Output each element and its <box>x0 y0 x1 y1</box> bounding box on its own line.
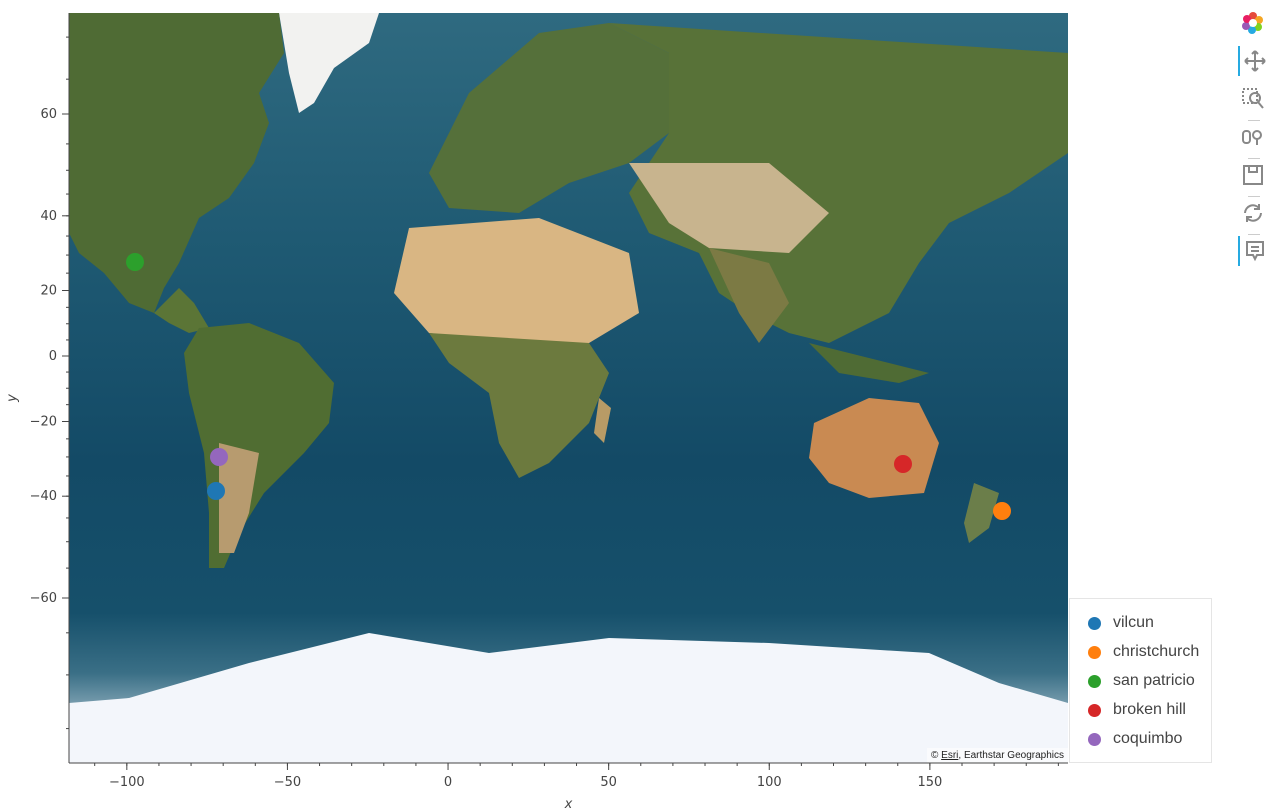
pan-icon[interactable] <box>1238 46 1270 76</box>
marker-vilcun[interactable] <box>207 481 226 500</box>
legend-label: broken hill <box>1113 701 1186 718</box>
x-tick-label: 50 <box>600 775 617 790</box>
legend-swatch <box>1088 645 1101 659</box>
attribution-text: , Earthstar Geographics <box>958 750 1064 761</box>
box-zoom-icon[interactable] <box>1238 84 1268 114</box>
marker-san-patricio[interactable] <box>125 253 144 272</box>
x-tick-label: 0 <box>444 775 452 790</box>
south-america-south <box>219 443 259 553</box>
reset-icon[interactable] <box>1238 198 1268 228</box>
y-tick-label: −40 <box>30 489 57 504</box>
legend-label: san patricio <box>1113 672 1195 689</box>
legend-swatch <box>1088 616 1101 630</box>
legend-label: coquimbo <box>1113 730 1183 747</box>
y-tick-label: 20 <box>40 284 57 299</box>
attribution-prefix: © <box>931 750 942 761</box>
africa-south <box>429 333 609 478</box>
madagascar <box>594 398 611 443</box>
central-asia-desert <box>629 163 829 253</box>
marker-coquimbo[interactable] <box>210 447 228 466</box>
plot-toolbar <box>1236 8 1270 278</box>
legend-label: christchurch <box>1113 643 1200 660</box>
bokeh-logo-icon[interactable] <box>1238 8 1268 38</box>
legend-item[interactable]: coquimbo <box>1088 728 1182 750</box>
x-tick-label: −50 <box>274 775 301 790</box>
australia <box>809 398 939 498</box>
legend-label: vilcun <box>1113 614 1154 631</box>
save-icon[interactable] <box>1238 160 1268 190</box>
x-tick-label: 100 <box>757 775 782 790</box>
wheel-zoom-icon[interactable] <box>1238 122 1268 152</box>
y-tick-label: −60 <box>30 591 57 606</box>
legend-item[interactable]: broken hill <box>1088 699 1186 721</box>
central-america <box>154 288 209 333</box>
legend-item[interactable]: vilcun <box>1088 612 1154 634</box>
x-tick-label: −100 <box>109 775 145 790</box>
map-plot-area[interactable]: © Esri, Earthstar Geographics <box>69 13 1068 763</box>
africa-sahara <box>394 218 639 343</box>
marker-christchurch[interactable] <box>993 502 1012 521</box>
legend-swatch <box>1088 703 1101 717</box>
hover-icon[interactable] <box>1238 236 1270 266</box>
greenland <box>279 13 379 113</box>
legend-swatch <box>1088 732 1101 746</box>
y-tick-label: 0 <box>49 349 57 364</box>
attribution-esri-link[interactable]: Esri <box>941 750 959 761</box>
europe <box>429 23 669 213</box>
legend: vilcun christchurch san patricio broken hil… <box>1069 598 1212 763</box>
x-axis-label: x <box>564 797 573 810</box>
marker-broken-hill[interactable] <box>893 455 912 474</box>
basemap-imagery <box>69 13 1068 763</box>
y-tick-label: 60 <box>40 107 57 122</box>
legend-item[interactable]: san patricio <box>1088 670 1195 692</box>
x-tick-label: 150 <box>917 775 942 790</box>
india <box>709 248 789 343</box>
y-tick-label: 40 <box>40 209 57 224</box>
antarctica <box>69 633 1068 763</box>
y-tick-label: −20 <box>30 414 57 429</box>
legend-swatch <box>1088 674 1101 688</box>
legend-item[interactable]: christchurch <box>1088 641 1199 663</box>
north-america <box>69 13 284 313</box>
indonesia <box>809 343 929 383</box>
new-zealand <box>964 483 999 543</box>
map-attribution: © Esri, Earthstar Geographics <box>927 748 1068 763</box>
y-axis-label: y <box>5 394 20 403</box>
